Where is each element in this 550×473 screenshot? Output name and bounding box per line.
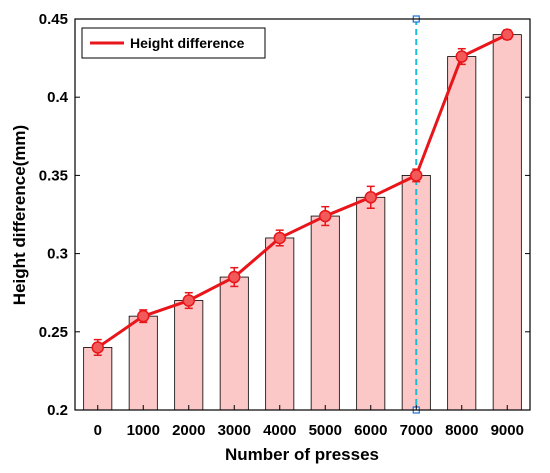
x-tick-label: 9000 xyxy=(491,422,524,439)
x-tick-label: 3000 xyxy=(218,422,251,439)
bar-4000 xyxy=(265,237,295,411)
data-point-7000 xyxy=(410,169,423,182)
y-axis-label: Height difference(mm) xyxy=(10,125,29,305)
bar-1000 xyxy=(128,315,158,411)
y-tick-label: 0.25 xyxy=(39,324,68,341)
data-point-6000 xyxy=(364,191,377,204)
x-axis-label: Number of presses xyxy=(225,445,379,464)
bar-2000 xyxy=(174,300,204,411)
x-tick-label: 1000 xyxy=(127,422,160,439)
data-point-3000 xyxy=(228,270,241,284)
bar-6000 xyxy=(356,196,386,411)
y-tick-label: 0.35 xyxy=(39,167,68,184)
x-tick-label: 4000 xyxy=(263,422,296,439)
y-tick-label: 0.4 xyxy=(47,89,69,106)
bar-3000 xyxy=(219,276,249,411)
data-point-2000 xyxy=(182,294,195,307)
x-tick-label: 7000 xyxy=(400,422,433,439)
data-point-4000 xyxy=(273,231,286,245)
data-point-1000 xyxy=(137,309,150,323)
x-tick-label: 8000 xyxy=(445,422,478,439)
data-point-8000 xyxy=(455,50,468,63)
bar-8000 xyxy=(447,56,477,411)
plot-frame xyxy=(74,18,531,411)
x-tick-label: 2000 xyxy=(172,422,205,439)
y-tick-label: 0.3 xyxy=(47,246,68,263)
data-point-0 xyxy=(91,341,104,354)
data-point-9000 xyxy=(501,28,514,41)
y-tick-label: 0.2 xyxy=(47,402,68,419)
legend: Height difference xyxy=(81,27,266,59)
x-tick-label: 0 xyxy=(94,422,102,439)
legend-label: Height difference xyxy=(130,35,245,51)
line-layer xyxy=(91,28,514,357)
x-tick-label: 5000 xyxy=(309,422,342,439)
x-tick-label: 6000 xyxy=(354,422,387,439)
bar-5000 xyxy=(310,215,340,411)
bar-0 xyxy=(83,347,113,411)
bars-layer xyxy=(83,34,522,411)
y-tick-label: 0.45 xyxy=(39,11,68,28)
data-point-5000 xyxy=(319,209,332,223)
ticks-layer: 0.2 0.25 0.3 0.35 0.4 0.45 0 1000 2000 3000 4000 50… xyxy=(39,11,530,439)
series-line-height-difference xyxy=(96,33,508,349)
bar-9000 xyxy=(492,34,522,411)
